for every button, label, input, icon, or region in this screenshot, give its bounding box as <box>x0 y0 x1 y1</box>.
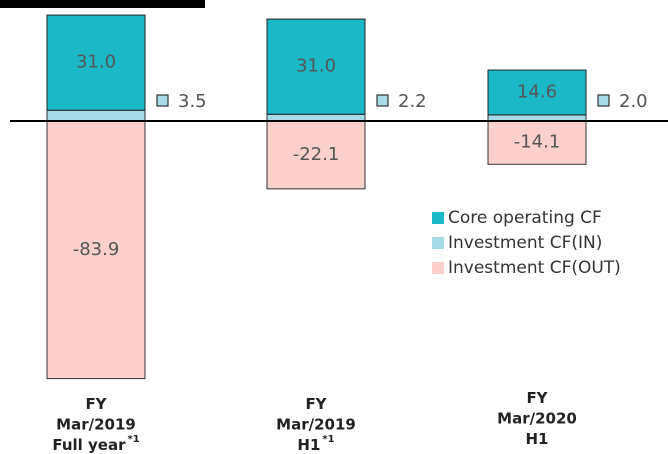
x-tick-label-line: Mar/2019 <box>276 415 356 433</box>
x-tick-label-line: H1 <box>297 436 320 454</box>
value-label: 2.0 <box>619 91 648 112</box>
x-tick-label-line: H1 <box>526 430 549 448</box>
legend-swatch <box>432 237 444 249</box>
bar-segment <box>266 113 366 122</box>
callout-marker <box>597 94 610 107</box>
title-bar <box>0 0 205 8</box>
value-label: 31.0 <box>296 56 336 77</box>
value-label: 14.6 <box>517 81 557 102</box>
x-tick-label-line: Full year <box>52 436 126 454</box>
value-label: -83.9 <box>73 239 120 260</box>
footnote-mark: *1 <box>322 434 334 445</box>
bar-segment <box>266 18 366 115</box>
callout-marker <box>156 94 169 107</box>
bar-segment <box>46 109 146 122</box>
x-tick-label-line: Mar/2020 <box>497 409 577 427</box>
x-tick-label-line: FY <box>85 395 107 413</box>
value-label: 2.2 <box>398 91 427 112</box>
bar-segment <box>487 120 587 165</box>
value-label: -22.1 <box>293 144 340 165</box>
bar-segment <box>46 14 146 111</box>
x-tick-label: FY <box>526 389 548 407</box>
legend-swatch <box>432 262 444 274</box>
x-tick-label: Full year *1 <box>52 434 139 454</box>
callout-marker <box>376 94 389 107</box>
bar-segment <box>487 69 587 116</box>
bar-segment <box>266 120 366 190</box>
x-tick-label: Mar/2019 <box>56 415 136 433</box>
legend-label: Core operating CF <box>448 208 602 228</box>
x-tick-label: H1 <box>526 430 549 448</box>
x-tick-label: FY <box>305 395 327 413</box>
value-label: 3.5 <box>178 91 207 112</box>
x-tick-label: H1 *1 <box>297 434 334 454</box>
footnote-mark: *1 <box>127 434 139 445</box>
bar-segment <box>46 120 146 380</box>
x-tick-label: FY <box>85 395 107 413</box>
legend-swatch <box>432 212 444 224</box>
legend-label: Investment CF(OUT) <box>448 258 621 278</box>
x-tick-label-line: FY <box>526 389 548 407</box>
value-label: -14.1 <box>514 132 561 153</box>
value-label: 31.0 <box>76 52 116 73</box>
legend-label: Investment CF(IN) <box>448 233 602 253</box>
x-tick-label-line: Mar/2019 <box>56 415 136 433</box>
x-tick-label-line: FY <box>305 395 327 413</box>
x-tick-label: Mar/2020 <box>497 409 577 427</box>
x-tick-label: Mar/2019 <box>276 415 356 433</box>
